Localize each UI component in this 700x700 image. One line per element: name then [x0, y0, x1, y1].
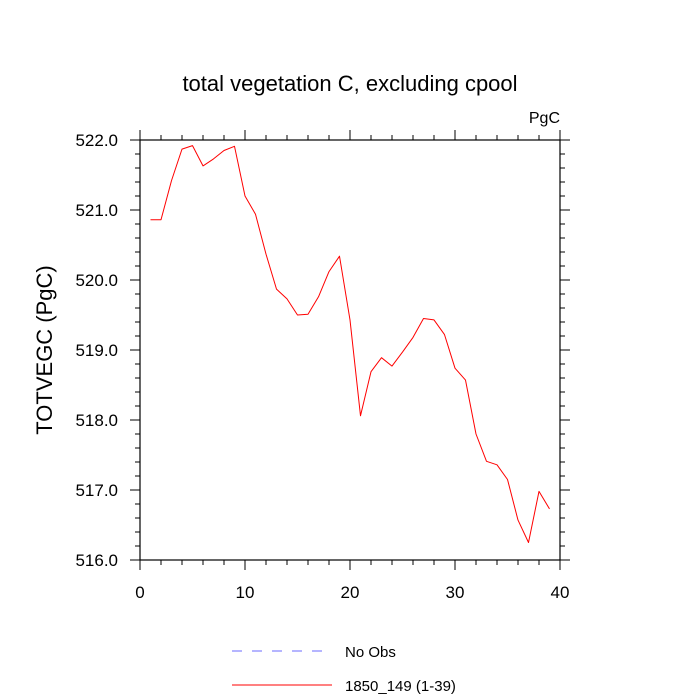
y-tick-label: 516.0	[75, 551, 118, 570]
series-layer	[150, 145, 550, 543]
tick-labels: 0 10 20 30 40 516.0 517.0 518.0 519.0 520.0 521.0 5…	[75, 131, 569, 602]
series-line-0	[150, 145, 550, 543]
legend-label-no-obs: No Obs	[345, 644, 396, 661]
x-tick-label: 20	[341, 583, 360, 602]
x-tick-label: 0	[135, 583, 144, 602]
plot-frame	[139, 139, 561, 561]
y-tick-label: 521.0	[75, 201, 118, 220]
axis-ticks	[130, 130, 570, 570]
y-tick-label: 519.0	[75, 341, 118, 360]
x-tick-label: 10	[236, 583, 255, 602]
y-tick-label: 522.0	[75, 131, 118, 150]
units-label: PgC	[529, 110, 560, 127]
x-tick-label: 40	[551, 583, 570, 602]
y-tick-label: 520.0	[75, 271, 118, 290]
legend: No Obs 1850_149 (1-39)	[232, 644, 456, 695]
legend-label-series: 1850_149 (1-39)	[345, 678, 456, 695]
chart-title: total vegetation C, excluding cpool	[182, 71, 517, 96]
y-axis-label: TOTVEGC (PgC)	[32, 265, 57, 435]
y-tick-label: 518.0	[75, 411, 118, 430]
y-tick-label: 517.0	[75, 481, 118, 500]
x-tick-label: 30	[446, 583, 465, 602]
